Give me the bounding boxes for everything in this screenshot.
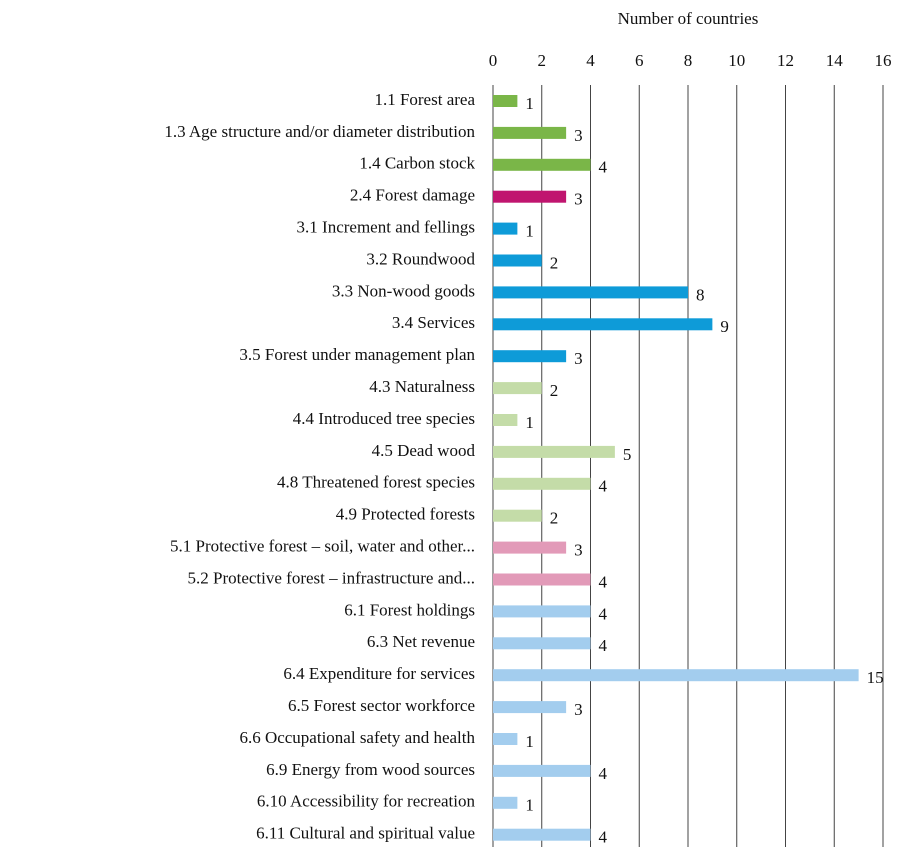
value-label: 3 [574,700,583,719]
x-tick-label: 10 [728,51,745,70]
value-label: 4 [599,604,608,623]
y-tick-label: 4.3 Naturalness [369,377,475,396]
value-label: 5 [623,445,632,464]
bar [493,350,567,363]
y-tick-label: 4.4 Introduced tree species [293,409,475,428]
bar [493,254,542,267]
value-label: 4 [599,158,608,177]
bar [493,477,591,490]
bar [493,541,567,554]
y-tick-label: 6.6 Occupational safety and health [239,728,475,747]
value-label: 1 [525,413,534,432]
value-label: 1 [525,732,534,751]
value-label: 2 [550,253,559,272]
y-tick-label: 3.2 Roundwood [366,249,475,268]
bar [493,222,518,235]
x-tick-label: 0 [489,51,498,70]
value-label: 3 [574,349,583,368]
bar [493,445,615,458]
value-label: 1 [525,796,534,815]
bar [493,286,688,299]
bar [493,573,591,586]
x-tick-label: 12 [777,51,794,70]
value-label: 4 [599,828,608,847]
bar [493,828,591,841]
y-tick-label: 4.9 Protected forests [336,505,475,524]
x-tick-label: 2 [538,51,547,70]
bar [493,190,567,203]
y-tick-label: 2.4 Forest damage [350,186,475,205]
value-label: 4 [599,572,608,591]
y-tick-label: 3.3 Non-wood goods [332,281,475,300]
bar [493,318,713,331]
value-label: 1 [525,94,534,113]
value-label: 4 [599,477,608,496]
bar [493,382,542,395]
value-label: 3 [574,190,583,209]
y-tick-label: 6.4 Expenditure for services [283,664,475,683]
y-tick-label: 3.1 Increment and fellings [297,218,475,237]
bar [493,95,518,107]
bar [493,605,591,618]
bar [493,764,591,777]
x-tick-label: 16 [875,51,892,70]
bar [493,701,567,714]
x-tick-label: 8 [684,51,693,70]
bar [493,414,518,426]
bar [493,637,591,650]
y-tick-label: 5.1 Protective forest – soil, water and … [170,537,475,556]
y-tick-label: 1.1 Forest area [374,90,475,109]
y-tick-label: 3.5 Forest under management plan [239,345,475,364]
y-tick-label: 4.8 Threatened forest species [277,473,475,492]
x-tick-label: 14 [826,51,844,70]
x-tick-label: 6 [635,51,644,70]
value-label: 2 [550,509,559,528]
value-label: 4 [599,636,608,655]
bar [493,796,518,809]
y-tick-label: 3.4 Services [392,313,475,332]
value-label: 15 [867,668,884,687]
y-tick-label: 1.3 Age structure and/or diameter distri… [164,122,475,141]
y-tick-label: 6.9 Energy from wood sources [266,760,475,779]
y-tick-label: 1.4 Carbon stock [359,154,475,173]
y-tick-label: 6.10 Accessibility for recreation [257,792,476,811]
y-tick-label: 6.1 Forest holdings [344,600,475,619]
bar [493,733,518,745]
bar [493,509,542,522]
value-label: 3 [574,541,583,560]
axis-title: Number of countries [618,9,759,28]
y-tick-label: 6.5 Forest sector workforce [288,696,475,715]
x-tick-label: 4 [586,51,595,70]
value-label: 2 [550,381,559,400]
y-tick-label: 4.5 Dead wood [372,441,476,460]
y-tick-label: 6.11 Cultural and spiritual value [256,824,475,843]
value-label: 8 [696,285,705,304]
y-tick-label: 6.3 Net revenue [367,632,475,651]
value-label: 4 [599,764,608,783]
bar [493,158,591,171]
bar [493,126,567,139]
bar [493,669,859,682]
value-label: 3 [574,126,583,145]
value-label: 1 [525,222,534,241]
y-tick-label: 5.2 Protective forest – infrastructure a… [188,568,476,587]
value-label: 9 [720,317,729,336]
